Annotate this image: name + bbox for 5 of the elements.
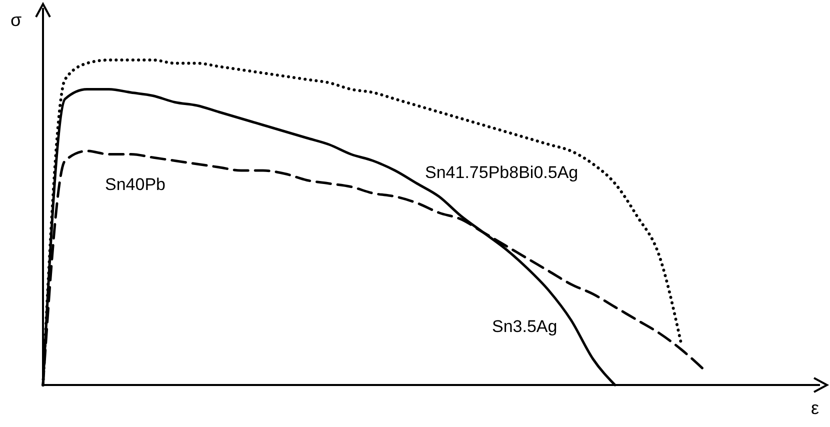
series-label: Sn3.5Ag [492,317,558,336]
text: ε [810,398,820,418]
series-label: Sn41.75Pb8Bi0.5Ag [425,163,578,182]
y-axis-title: σ [10,10,22,30]
series-label: Sn40Pb [105,175,166,194]
